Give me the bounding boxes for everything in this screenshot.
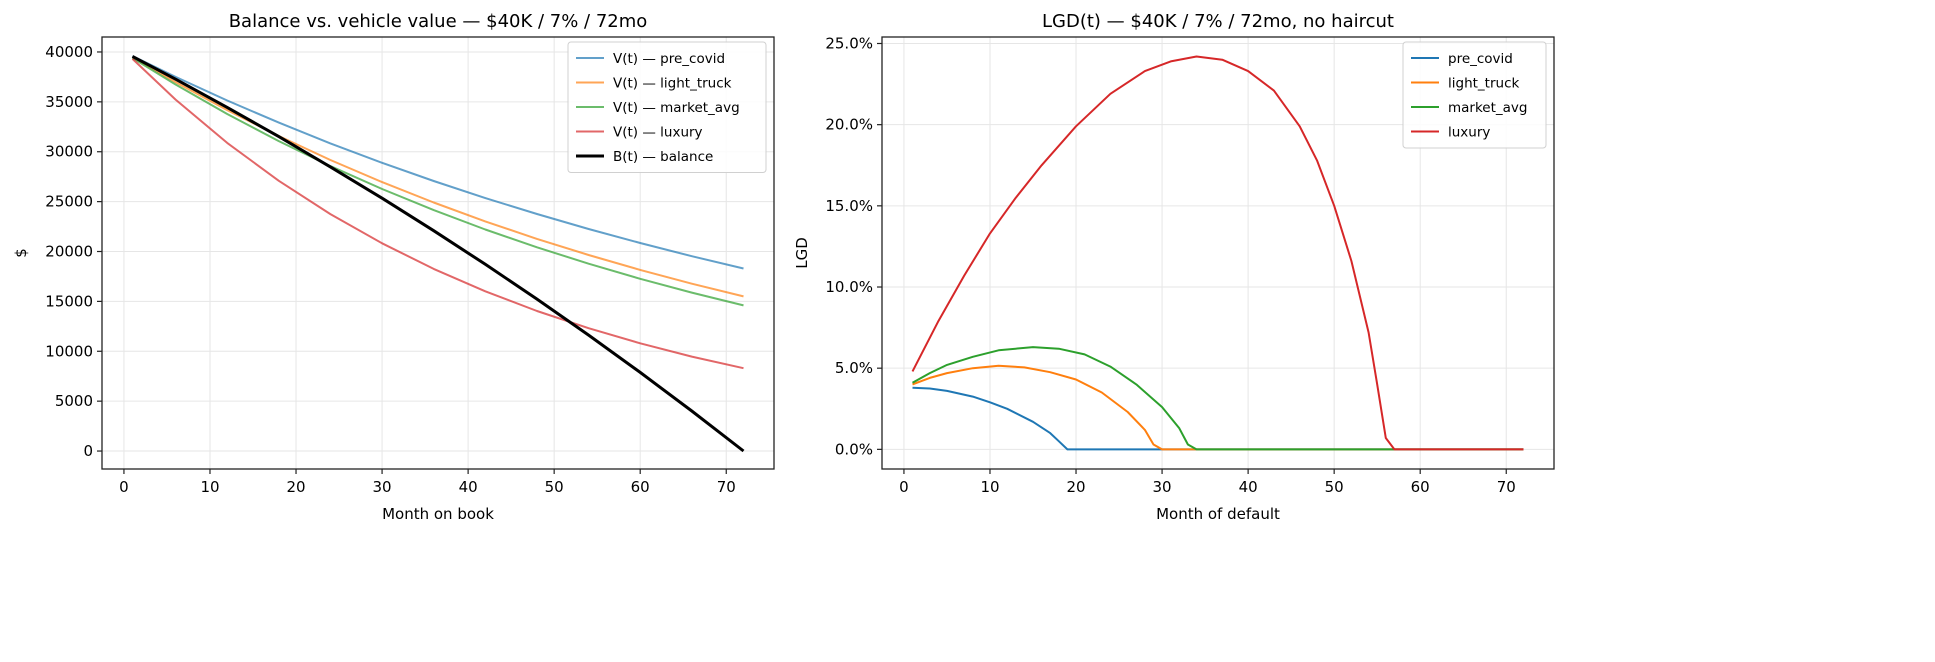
legend-label: B(t) — balance — [613, 149, 713, 165]
y-axis-label: LGD — [793, 237, 811, 269]
y-tick-label: 0.0% — [835, 440, 873, 458]
legend-label: V(t) — market_avg — [613, 100, 740, 116]
legend-label: light_truck — [1448, 76, 1519, 92]
y-tick-label: 20.0% — [825, 116, 873, 134]
legend-box — [567, 41, 767, 173]
legend-label: V(t) — pre_covid — [613, 51, 725, 67]
y-tick-label: 10.0% — [825, 278, 873, 296]
series-line-vtlight_truck — [131, 56, 744, 298]
series-line-market_avg — [912, 346, 1524, 451]
y-tick-label: 15000 — [45, 292, 93, 310]
legend-label: V(t) — light_truck — [613, 76, 732, 92]
x-tick-label: 10 — [200, 478, 219, 496]
y-axis-label: $ — [12, 248, 30, 258]
y-tick-label: 35000 — [45, 93, 93, 111]
legend-label: market_avg — [1448, 100, 1528, 116]
legend-box — [1402, 41, 1547, 149]
x-tick-label: 20 — [286, 478, 305, 496]
chart-title: Balance vs. vehicle value — $40K / 7% / … — [229, 11, 648, 32]
left-chart-balance-vs-value: 0 10 20 30 40 50 60 70 0 5000 10000 15000 20000 25000… — [12, 11, 775, 523]
axes-frame — [881, 36, 1555, 470]
x-tick-label: 0 — [119, 478, 129, 496]
legend: V(t) — pre_covid V(t) — light_truck V(t) —… — [567, 41, 767, 173]
right-chart-lgd: 0 10 20 30 40 50 60 70 0.0% 5.0% 10.0% 15.0% 20.0% 25… — [793, 11, 1555, 523]
x-tick-label: 70 — [1497, 478, 1516, 496]
y-tick-label: 10000 — [45, 342, 93, 360]
x-axis-label: Month of default — [1156, 505, 1280, 523]
axes-frame — [101, 36, 775, 470]
legend-label: luxury — [1448, 125, 1490, 141]
x-tick-label: 30 — [373, 478, 392, 496]
series-line-btbalance — [131, 55, 745, 453]
series-line-vtpre_covid — [132, 55, 744, 270]
x-tick-label: 60 — [631, 478, 650, 496]
series-line-light_truck — [912, 364, 1524, 451]
series-line-pre_covid — [912, 386, 1524, 451]
y-tick-label: 5000 — [55, 392, 93, 410]
chart-title: LGD(t) — $40K / 7% / 72mo, no haircut — [1042, 11, 1394, 32]
x-tick-label: 0 — [899, 478, 909, 496]
y-tick-label: 25000 — [45, 193, 93, 211]
legend-label: V(t) — luxury — [613, 125, 703, 141]
x-tick-label: 60 — [1411, 478, 1430, 496]
x-tick-label: 30 — [1153, 478, 1172, 496]
y-tick-label: 15.0% — [825, 197, 873, 215]
series-line-luxury — [911, 55, 1524, 451]
series-line-vtmarket_avg — [131, 57, 744, 307]
y-tick-label: 0 — [83, 442, 93, 460]
x-tick-label: 50 — [1325, 478, 1344, 496]
y-tick-label: 40000 — [45, 43, 93, 61]
x-tick-label: 40 — [1239, 478, 1258, 496]
x-tick-label: 40 — [459, 478, 478, 496]
x-tick-label: 50 — [545, 478, 564, 496]
x-tick-label: 10 — [980, 478, 999, 496]
legend-label: pre_covid — [1448, 51, 1513, 67]
x-tick-label: 20 — [1066, 478, 1085, 496]
y-tick-label: 20000 — [45, 243, 93, 261]
y-tick-label: 30000 — [45, 143, 93, 161]
y-tick-label: 5.0% — [835, 359, 873, 377]
x-tick-label: 70 — [717, 478, 736, 496]
y-tick-label: 25.0% — [825, 34, 873, 52]
series-line-vtluxury — [131, 58, 744, 370]
x-axis-label: Month on book — [382, 505, 494, 523]
